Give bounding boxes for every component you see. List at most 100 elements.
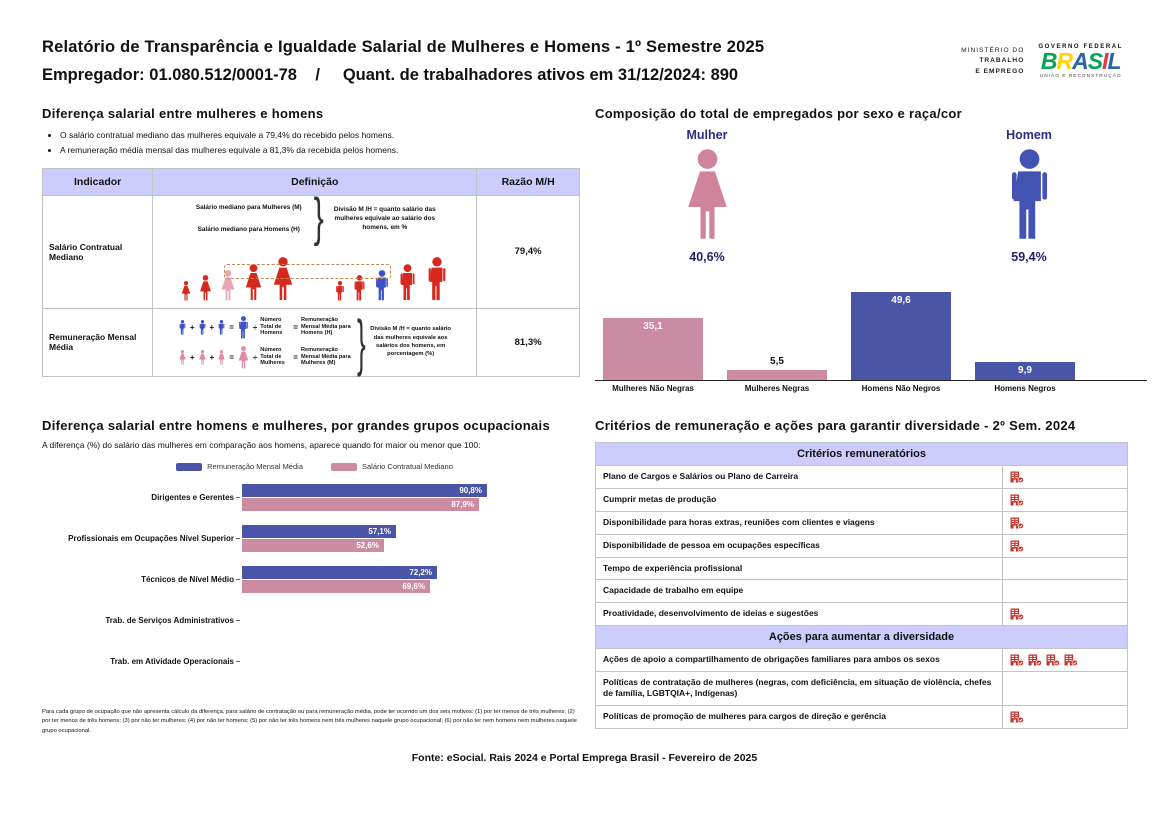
composition-section-title: Composição do total de empregados por se… xyxy=(595,106,962,121)
criteria-label: Políticas de promoção de mulheres para c… xyxy=(595,704,1003,729)
report-header: Relatório de Transparência e Igualdade S… xyxy=(42,38,922,85)
definition-median-salary: Salário mediano para Mulheres (M) Salári… xyxy=(152,188,478,309)
plus-sign: + xyxy=(209,352,215,362)
group-bars: 72,2% 69,6% xyxy=(242,566,437,593)
table-row: Plano de Cargos e Salários ou Plano de C… xyxy=(595,465,1128,489)
female-label: Mulher xyxy=(686,128,728,142)
table-row: Capacidade de trabalho em equipe xyxy=(595,579,1128,603)
criteria-markers xyxy=(1002,579,1128,603)
male-figure-icon xyxy=(217,319,226,335)
bar-category-label: Homens Negros xyxy=(994,384,1056,393)
male-median-figure-icon xyxy=(373,269,391,301)
equals-sign: = xyxy=(229,352,234,362)
female-figure-icon xyxy=(198,274,213,301)
equals-sign: = xyxy=(293,322,298,332)
criteria-label: Tempo de experiência profissional xyxy=(595,556,1003,581)
equals-sign: = xyxy=(293,352,298,362)
criteria-markers xyxy=(1002,670,1128,706)
criteria-label: Capacidade de trabalho em equipe xyxy=(595,579,1003,603)
header-logos: MINISTÉRIO DO TRABALHO E EMPREGO GOVERNO… xyxy=(961,44,1123,79)
bar-value-label: 35,1 xyxy=(643,321,663,332)
composition-section: Composição do total de empregados por se… xyxy=(595,106,1147,393)
bar-value-label: 52,6% xyxy=(356,541,379,550)
axis-tick xyxy=(236,579,240,580)
brasil-letter: R xyxy=(1056,48,1073,74)
company-check-icon xyxy=(1010,651,1028,668)
men-average-formula: + + = ÷ Número Total de Homens = Remuner… xyxy=(178,315,353,339)
brasil-letter: I xyxy=(1102,48,1108,74)
company-check-icon xyxy=(1010,537,1028,554)
salary-col-ratio: Razão M/H xyxy=(476,167,580,196)
male-percentage: 59,4% xyxy=(1011,250,1047,264)
male-label: Homem xyxy=(1006,128,1052,142)
bar-Mulheres Negras: 5,5 xyxy=(727,280,827,380)
company-check-icon xyxy=(1028,651,1046,668)
female-figure-icon xyxy=(180,280,192,301)
divide-sign: ÷ xyxy=(252,322,258,332)
brasil-letter: A xyxy=(1072,48,1089,74)
plus-sign: + xyxy=(189,352,195,362)
bar-value-label: 57,1% xyxy=(368,527,391,536)
female-figure-icon xyxy=(681,149,734,241)
median-highlight-box xyxy=(224,263,392,279)
table-row: Cumprir metas de produção xyxy=(595,488,1128,512)
criteria-section-header: Ações para aumentar a diversidade xyxy=(595,624,1128,649)
female-figure-icon xyxy=(243,263,264,301)
salary-bullet-1: O salário contratual mediano das mulhere… xyxy=(60,128,580,143)
male-figure-icon xyxy=(178,319,187,335)
plus-sign: + xyxy=(209,322,215,332)
female-split-block: Mulher 40,6% xyxy=(647,128,767,264)
indicator-median-salary: Salário Contratual Mediano xyxy=(41,194,154,309)
bar-value-label: 9,9 xyxy=(1018,365,1032,376)
bar-Homens Não Negros: 49,6 xyxy=(851,280,951,380)
bar-fill: 87,9% xyxy=(242,498,479,511)
bar-category-label: Mulheres Negras xyxy=(744,384,810,393)
brasil-letter: L xyxy=(1107,48,1121,74)
section-header-label: Ações para aumentar a diversidade xyxy=(595,624,1128,649)
criteria-label: Disponibilidade para horas extras, reuni… xyxy=(595,511,1003,535)
gender-split: Mulher 40,6% Homem 59,4% xyxy=(595,128,1147,264)
criteria-markers xyxy=(1002,534,1128,558)
report-title: Relatório de Transparência e Igualdade S… xyxy=(42,38,765,56)
criteria-section-title: Critérios de remuneração e ações para ga… xyxy=(595,418,1076,433)
legend-label: Salário Contratual Mediano xyxy=(362,462,453,471)
criteria-markers xyxy=(1002,511,1128,535)
salary-section-title: Diferença salarial entre mulheres e home… xyxy=(42,106,324,121)
table-row: Tempo de experiência profissional xyxy=(595,556,1128,581)
bar-fill: 69,6% xyxy=(242,580,430,593)
group-bars: 57,1% 52,6% xyxy=(242,525,396,552)
axis-tick xyxy=(236,497,240,498)
bar-Homens Negros: 9,9 xyxy=(975,280,1075,380)
criteria-label: Políticas de contratação de mulheres (ne… xyxy=(595,670,1003,706)
group-bars: 90,8% 87,9% xyxy=(242,484,487,511)
salary-difference-section: Diferença salarial entre mulheres e home… xyxy=(41,106,580,379)
male-figure-icon xyxy=(1003,149,1056,241)
bar-fill: 52,6% xyxy=(242,539,384,552)
table-row: Proatividade, desenvolvimento de ideias … xyxy=(595,601,1128,626)
salary-col-indicator: Indicador xyxy=(41,167,154,196)
source-footer: Fonte: eSocial. Rais 2024 e Portal Empre… xyxy=(411,752,758,764)
section-header-label: Critérios remuneratórios xyxy=(595,442,1128,466)
axis-tick xyxy=(236,538,240,539)
occupational-bar-chart: Dirigentes e Gerentes 90,8% 87,9% Profissio… xyxy=(42,477,587,682)
brace-icon: } xyxy=(313,188,324,247)
table-row: Políticas de promoção de mulheres para c… xyxy=(595,704,1128,729)
male-figure-icon xyxy=(334,280,346,301)
criteria-markers xyxy=(1002,601,1128,626)
report-subtitle: Empregador: 01.080.512/0001-78 / Quant. … xyxy=(42,66,739,84)
group-label: Dirigentes e Gerentes xyxy=(151,492,234,502)
female-figure-icon xyxy=(198,349,207,365)
company-check-icon xyxy=(1010,708,1028,725)
female-percentage: 40,6% xyxy=(689,250,725,264)
group-label: Técnicos de Nível Médio xyxy=(141,574,234,584)
equals-sign: = xyxy=(229,322,234,332)
axis-tick xyxy=(236,661,240,662)
plus-sign: + xyxy=(189,322,195,332)
table-row: Disponibilidade para horas extras, reuni… xyxy=(595,511,1128,535)
table-row: Políticas de contratação de mulheres (ne… xyxy=(595,670,1128,706)
company-check-icon xyxy=(1010,605,1028,622)
bar-category-label: Homens Não Negros xyxy=(861,384,941,393)
brace-icon: } xyxy=(356,306,366,379)
median-note: Divisão M /H = quanto salário das mulher… xyxy=(333,205,436,232)
